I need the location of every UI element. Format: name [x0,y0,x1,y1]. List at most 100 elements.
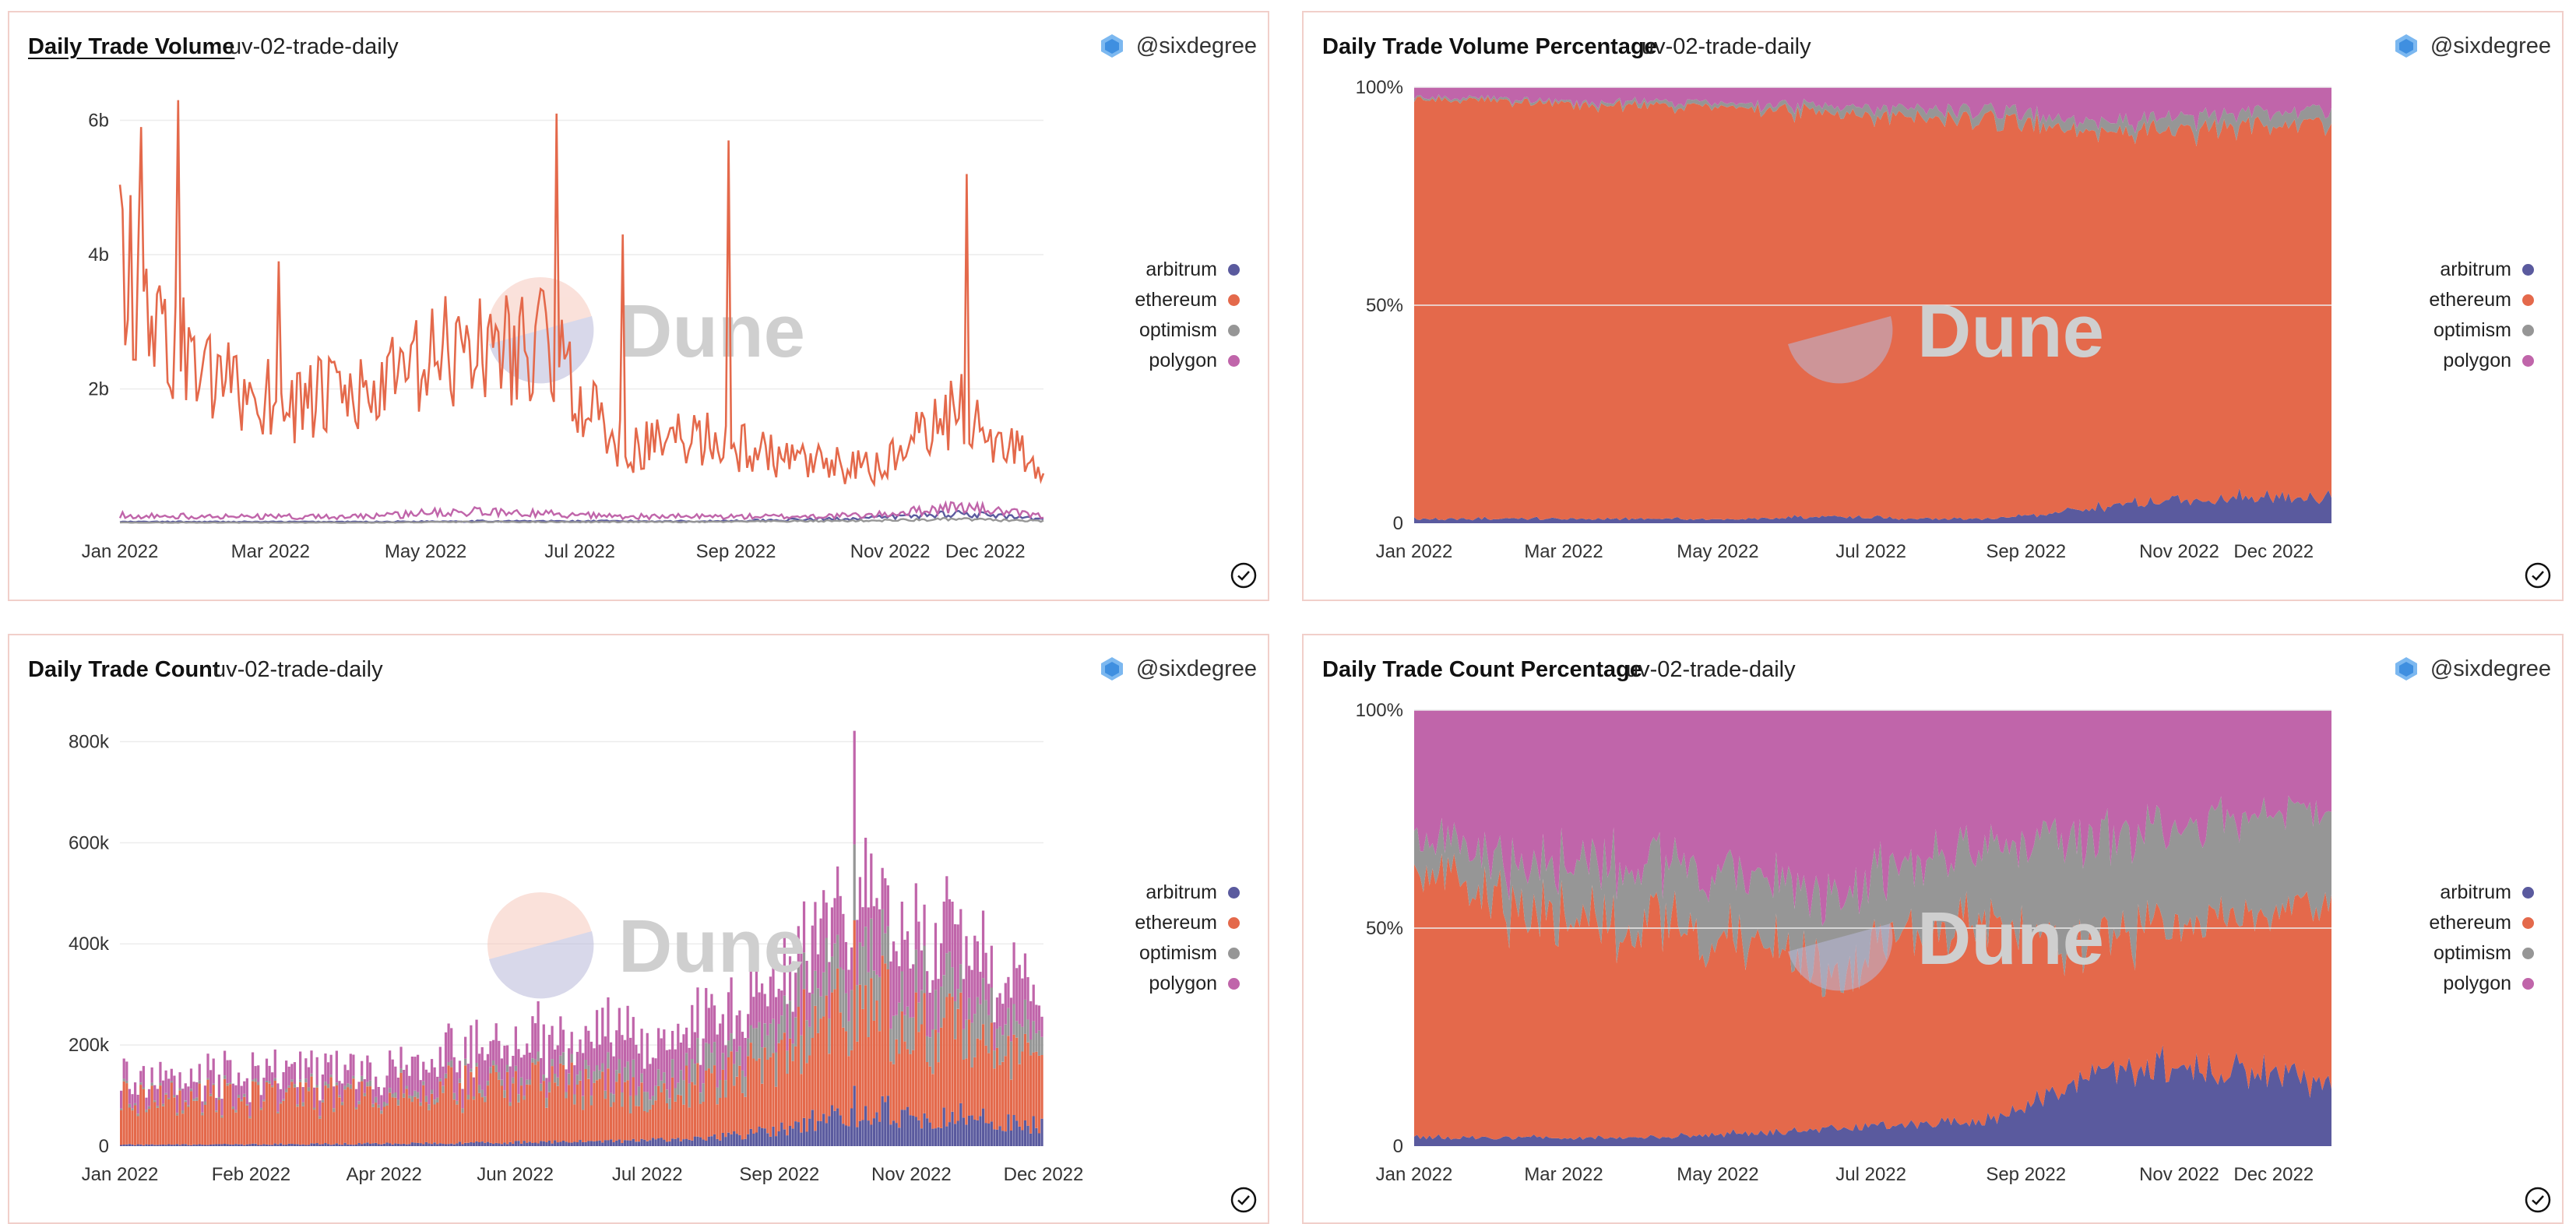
author-link[interactable]: @sixdegree [2393,33,2551,59]
bar-segment-optimism [517,1094,520,1103]
bar-segment-ethereum [310,1076,313,1144]
legend-dot-icon [1228,916,1240,929]
y-tick-label: 2b [88,379,109,400]
bar-segment-optimism [526,1079,529,1085]
bar-segment-polygon [825,902,828,938]
check-circle-icon[interactable] [2523,561,2553,590]
bar-segment-ethereum [173,1097,176,1145]
legend-label: optimism [2433,318,2511,341]
bar-segment-polygon [735,1015,738,1052]
bar-segment-optimism [354,1107,358,1110]
bar-segment-ethereum [730,1051,733,1134]
bar-segment-optimism [461,1108,464,1113]
bar-segment-arbitrum [380,1144,383,1146]
legend-item-ethereum[interactable]: ethereum [2429,912,2534,934]
panel-title[interactable]: Daily Trade Count Percentage [1322,657,1642,682]
bar-segment-polygon [517,1049,520,1095]
bar-segment-optimism [979,1004,982,1040]
bar-segment-ethereum [808,1055,811,1119]
panel-title[interactable]: Daily Trade Volume Percentage [1322,34,1657,59]
bar-segment-polygon [287,1066,290,1086]
bar-segment-ethereum [312,1110,316,1144]
bar-segment-ethereum [187,1106,190,1145]
bar-segment-optimism [503,1090,506,1098]
bar-segment-polygon [601,1008,604,1064]
legend-item-arbitrum[interactable]: arbitrum [2440,881,2534,903]
legend-item-arbitrum[interactable]: arbitrum [1145,881,1240,903]
check-circle-icon[interactable] [1229,1185,1258,1215]
legend-item-optimism[interactable]: optimism [1139,319,1240,341]
legend-item-polygon[interactable]: polygon [1149,973,1240,994]
bar-segment-arbitrum [864,1106,867,1146]
author-link[interactable]: @sixdegree [1099,33,1257,59]
bar-segment-optimism [749,1025,752,1043]
volume-line-chart[interactable]: 2b 4b 6b Jan 2022 Mar 2022 May 2022 Jul 2022 Se… [9,12,1269,601]
bar-segment-optimism [416,1092,420,1099]
bar-segment-arbitrum [203,1145,207,1146]
legend-label: ethereum [1135,288,1217,311]
bar-segment-optimism [223,1075,227,1079]
bar-segment-ethereum [215,1112,218,1145]
legend-item-polygon[interactable]: polygon [1149,350,1240,371]
bar-segment-polygon [917,921,920,1003]
bar-segment-polygon [878,909,882,977]
bar-segment-optimism [573,1094,576,1105]
bar-segment-polygon [245,1078,248,1104]
bar-segment-polygon [428,1072,431,1105]
count-percentage-area-chart[interactable]: 0 50% 100% Jan 2022 Mar 2022 May 2022 Jul 2022… [1304,635,2564,1224]
bar-segment-optimism [595,1065,599,1081]
bar-segment-polygon [203,1085,207,1102]
author-link[interactable]: @sixdegree [1099,656,1257,682]
panel-title[interactable]: Daily Trade Count [28,657,220,682]
bar-segment-optimism [405,1085,408,1089]
bar-segment-polygon [554,1050,557,1074]
legend-item-arbitrum[interactable]: arbitrum [1145,259,1240,280]
bar-segment-optimism [984,1000,987,1046]
legend-item-optimism[interactable]: optimism [2433,942,2534,964]
bar-segment-arbitrum [293,1144,297,1146]
bar-segment-ethereum [962,1060,966,1118]
legend-item-ethereum[interactable]: ethereum [1135,912,1240,934]
bar-segment-arbitrum [338,1144,341,1146]
bar-segment-optimism [889,1029,892,1062]
bar-segment-arbitrum [584,1141,587,1146]
bar-segment-ethereum [416,1098,420,1143]
panel-title[interactable]: Daily Trade Volume [28,34,235,59]
check-circle-icon[interactable] [2523,1185,2553,1215]
bar-segment-ethereum [842,1027,845,1124]
legend-item-optimism[interactable]: optimism [2433,319,2534,341]
bar-segment-polygon [206,1053,209,1078]
bar-segment-polygon [159,1061,162,1083]
bar-segment-polygon [884,878,887,934]
check-circle-icon[interactable] [1229,561,1258,590]
bar-segment-ethereum [259,1110,262,1145]
bar-segment-optimism [684,1053,688,1066]
legend-item-ethereum[interactable]: ethereum [2429,289,2534,311]
author-link[interactable]: @sixdegree [2393,656,2551,682]
legend-item-arbitrum[interactable]: arbitrum [2440,259,2534,280]
bar-segment-polygon [942,901,945,976]
bar-segment-ethereum [719,1098,722,1141]
bar-segment-polygon [424,1069,428,1096]
bar-segment-arbitrum [945,1126,948,1146]
bar-segment-arbitrum [1001,1131,1005,1146]
legend-label: ethereum [2429,911,2511,934]
legend-item-ethereum[interactable]: ethereum [1135,289,1240,311]
volume-percentage-area-chart[interactable]: 0 50% 100% Jan 2022 Mar 2022 May 2022 Jul 2022… [1304,12,2564,601]
legend-item-optimism[interactable]: optimism [1139,942,1240,964]
legend-item-polygon[interactable]: polygon [2443,350,2534,371]
bar-segment-ethereum [293,1087,297,1145]
bar-segment-optimism [464,1058,467,1066]
bar-segment-optimism [612,1094,615,1103]
x-tick-label: Nov 2022 [2139,541,2219,562]
bar-segment-optimism [450,1060,453,1067]
series-area-ethereum [1414,853,2331,1140]
y-tick-label: 600k [69,832,110,853]
bar-segment-optimism [601,1063,604,1072]
series-line-optimism [119,517,1044,524]
bar-segment-optimism [752,1028,755,1059]
bar-segment-arbitrum [461,1144,464,1146]
legend-item-polygon[interactable]: polygon [2443,973,2534,994]
count-stacked-bar-chart[interactable]: 0 200k 400k 600k 800k Jan 2022 Feb 2022 Apr 202… [9,635,1269,1224]
bar-segment-arbitrum [125,1144,128,1146]
